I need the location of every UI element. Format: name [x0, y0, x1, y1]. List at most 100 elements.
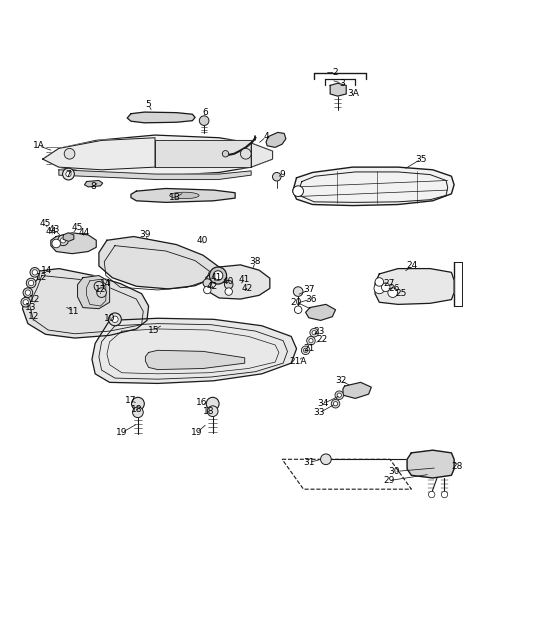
Circle shape — [63, 168, 74, 180]
Circle shape — [213, 271, 223, 280]
Text: 14: 14 — [41, 266, 53, 274]
Text: 3: 3 — [339, 78, 345, 88]
Circle shape — [294, 306, 302, 313]
Text: 28: 28 — [451, 462, 463, 471]
Text: 12: 12 — [95, 286, 106, 295]
Circle shape — [60, 237, 66, 243]
Text: 9: 9 — [279, 170, 285, 178]
Circle shape — [66, 171, 71, 176]
Circle shape — [204, 286, 211, 294]
Polygon shape — [343, 382, 371, 398]
Circle shape — [199, 116, 209, 126]
Text: 43: 43 — [49, 225, 60, 234]
Text: 29: 29 — [383, 476, 395, 485]
Circle shape — [337, 393, 341, 398]
Polygon shape — [77, 276, 110, 308]
Polygon shape — [92, 318, 296, 384]
Text: 24: 24 — [407, 261, 418, 271]
Text: 39: 39 — [140, 230, 151, 239]
Text: 44: 44 — [45, 227, 57, 236]
Text: 44: 44 — [79, 229, 90, 237]
Circle shape — [64, 148, 75, 159]
Polygon shape — [43, 135, 272, 176]
Polygon shape — [84, 180, 102, 187]
Text: 21: 21 — [303, 344, 314, 353]
Polygon shape — [266, 133, 286, 148]
Polygon shape — [99, 237, 219, 289]
Text: 13: 13 — [25, 303, 37, 312]
Circle shape — [382, 283, 390, 291]
Text: 25: 25 — [395, 290, 407, 298]
Text: 37: 37 — [303, 286, 314, 295]
Polygon shape — [375, 269, 454, 305]
Text: 22: 22 — [316, 335, 327, 344]
Circle shape — [388, 288, 397, 298]
Text: 12: 12 — [28, 312, 39, 321]
Text: 40: 40 — [196, 236, 208, 245]
Circle shape — [97, 288, 106, 298]
Text: 6: 6 — [203, 107, 209, 117]
Polygon shape — [251, 143, 272, 167]
Circle shape — [23, 300, 28, 305]
Text: 7: 7 — [65, 170, 71, 178]
Text: 19: 19 — [191, 428, 202, 437]
Text: 32: 32 — [335, 376, 347, 385]
Text: 15: 15 — [148, 325, 160, 335]
Text: 21A: 21A — [289, 357, 307, 365]
Text: 23: 23 — [314, 327, 325, 335]
Circle shape — [23, 288, 33, 298]
Text: 12: 12 — [36, 273, 47, 282]
Text: 42: 42 — [241, 284, 252, 293]
Text: 18: 18 — [203, 407, 214, 416]
Text: 8: 8 — [90, 182, 96, 192]
Circle shape — [335, 391, 343, 399]
Circle shape — [240, 148, 251, 159]
Text: 20: 20 — [291, 298, 302, 306]
Text: 36: 36 — [305, 295, 317, 303]
Circle shape — [26, 278, 36, 288]
Text: 38: 38 — [250, 257, 261, 266]
Text: 40: 40 — [223, 278, 234, 286]
Circle shape — [312, 330, 316, 335]
Polygon shape — [22, 269, 149, 338]
Polygon shape — [146, 350, 245, 369]
Text: 41: 41 — [239, 275, 250, 284]
Circle shape — [307, 337, 315, 345]
Circle shape — [428, 491, 435, 498]
Circle shape — [132, 407, 143, 418]
Text: 4: 4 — [263, 132, 269, 141]
Text: 19: 19 — [116, 428, 128, 437]
Text: 27: 27 — [383, 279, 395, 288]
Polygon shape — [127, 112, 195, 123]
Polygon shape — [131, 188, 235, 202]
Circle shape — [32, 269, 38, 275]
Text: 31: 31 — [303, 458, 314, 467]
Text: 12: 12 — [29, 295, 40, 303]
Circle shape — [58, 235, 69, 246]
Circle shape — [301, 346, 310, 355]
Circle shape — [206, 398, 219, 410]
Text: 33: 33 — [314, 408, 325, 418]
Circle shape — [225, 280, 233, 289]
Text: 1B: 1B — [169, 193, 181, 202]
Circle shape — [272, 173, 281, 181]
Circle shape — [309, 338, 313, 343]
Polygon shape — [43, 138, 155, 170]
Circle shape — [25, 290, 31, 295]
Text: 45: 45 — [72, 223, 83, 232]
Circle shape — [52, 239, 60, 248]
Text: 11: 11 — [68, 307, 80, 316]
Polygon shape — [205, 265, 270, 299]
Circle shape — [112, 316, 118, 323]
Polygon shape — [155, 141, 251, 167]
Circle shape — [28, 280, 34, 286]
Circle shape — [94, 281, 104, 291]
Circle shape — [207, 406, 218, 416]
Polygon shape — [51, 233, 96, 254]
Text: 2: 2 — [332, 68, 338, 77]
Text: 10: 10 — [104, 314, 116, 323]
Text: 1A: 1A — [33, 141, 45, 150]
Circle shape — [203, 279, 211, 287]
Text: 16: 16 — [196, 398, 208, 406]
Circle shape — [375, 278, 384, 286]
